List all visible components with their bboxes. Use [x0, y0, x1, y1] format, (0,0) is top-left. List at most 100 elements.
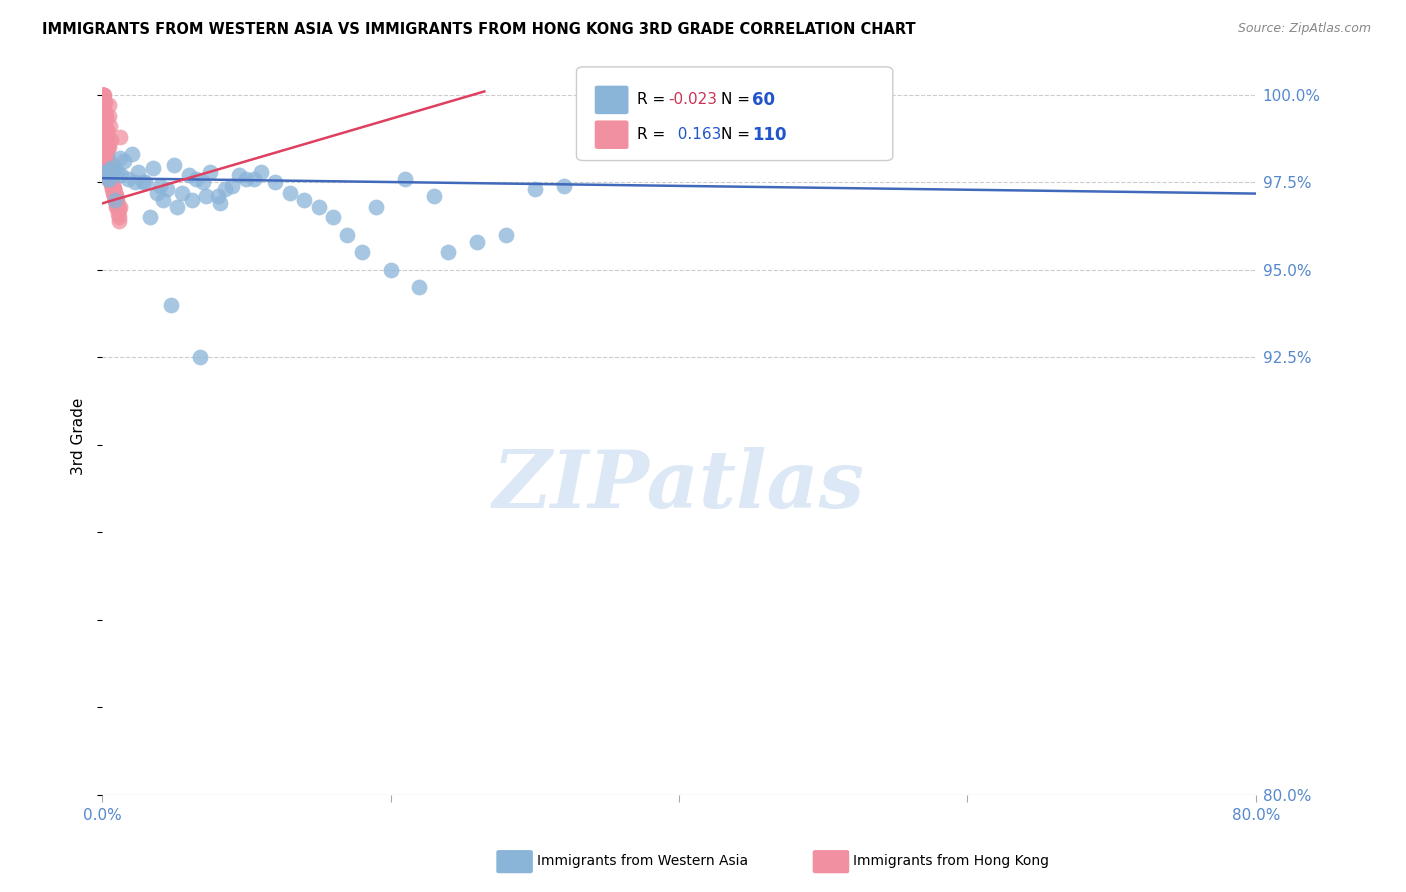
- Text: R =: R =: [637, 93, 671, 107]
- Point: [127, 165, 149, 179]
- Point: [100, 175, 122, 189]
- Point: [380, 263, 402, 277]
- Point: [98, 169, 121, 183]
- Point: [160, 298, 183, 312]
- Point: [96, 123, 118, 137]
- Text: R =: R =: [637, 128, 671, 142]
- Point: [408, 280, 430, 294]
- Point: [93, 95, 115, 109]
- Point: [124, 175, 146, 189]
- Point: [93, 109, 115, 123]
- Text: 0.163: 0.163: [668, 128, 721, 142]
- Point: [94, 123, 117, 137]
- Point: [104, 193, 127, 207]
- Point: [100, 172, 122, 186]
- Point: [97, 161, 120, 176]
- Point: [100, 175, 122, 189]
- Point: [101, 178, 124, 193]
- Point: [101, 182, 124, 196]
- Point: [366, 200, 388, 214]
- Point: [105, 196, 128, 211]
- Point: [96, 158, 118, 172]
- Point: [91, 87, 114, 102]
- Point: [104, 193, 127, 207]
- Point: [152, 193, 174, 207]
- Point: [103, 186, 125, 200]
- Text: -0.023: -0.023: [668, 93, 717, 107]
- Point: [96, 140, 118, 154]
- Point: [146, 186, 169, 200]
- Point: [104, 196, 127, 211]
- Point: [98, 161, 121, 176]
- Point: [108, 200, 131, 214]
- Point: [91, 87, 114, 102]
- Point: [107, 211, 129, 225]
- Point: [725, 87, 748, 102]
- Point: [209, 196, 232, 211]
- Point: [100, 169, 122, 183]
- Point: [100, 172, 122, 186]
- Point: [93, 98, 115, 112]
- Point: [103, 186, 125, 200]
- Point: [98, 169, 121, 183]
- Point: [101, 175, 124, 189]
- Point: [142, 161, 165, 176]
- Point: [107, 200, 129, 214]
- Point: [131, 175, 153, 189]
- Point: [101, 178, 124, 193]
- Point: [107, 207, 129, 221]
- Point: [97, 151, 120, 165]
- Point: [96, 136, 118, 151]
- Point: [235, 172, 257, 186]
- Point: [322, 211, 344, 225]
- Point: [94, 129, 117, 144]
- Point: [104, 189, 127, 203]
- Point: [91, 87, 114, 102]
- Point: [96, 123, 118, 137]
- Point: [188, 351, 211, 365]
- Point: [264, 175, 287, 189]
- Point: [107, 196, 129, 211]
- Point: [180, 193, 202, 207]
- Text: IMMIGRANTS FROM WESTERN ASIA VS IMMIGRANTS FROM HONG KONG 3RD GRADE CORRELATION : IMMIGRANTS FROM WESTERN ASIA VS IMMIGRAN…: [42, 22, 915, 37]
- Text: 60: 60: [752, 91, 775, 109]
- Text: 110: 110: [752, 126, 787, 144]
- Point: [93, 95, 115, 109]
- Point: [437, 245, 460, 260]
- Point: [94, 127, 117, 141]
- Point: [101, 182, 124, 196]
- Point: [104, 193, 127, 207]
- Point: [336, 227, 359, 242]
- Point: [101, 182, 124, 196]
- Point: [495, 227, 517, 242]
- Point: [523, 182, 546, 196]
- Point: [423, 189, 446, 203]
- Point: [166, 200, 188, 214]
- Point: [292, 193, 315, 207]
- Point: [93, 87, 115, 102]
- Point: [96, 165, 118, 179]
- Point: [139, 211, 162, 225]
- Point: [98, 161, 121, 176]
- Point: [104, 189, 127, 203]
- Point: [195, 189, 218, 203]
- Point: [98, 172, 121, 186]
- Text: Source: ZipAtlas.com: Source: ZipAtlas.com: [1237, 22, 1371, 36]
- Point: [96, 144, 118, 158]
- Point: [91, 87, 114, 102]
- Point: [163, 158, 186, 172]
- Point: [105, 189, 128, 203]
- Point: [97, 165, 120, 179]
- Point: [103, 189, 125, 203]
- Point: [100, 133, 122, 147]
- Point: [96, 129, 118, 144]
- Point: [101, 178, 124, 193]
- Point: [108, 214, 131, 228]
- Point: [96, 147, 118, 161]
- Point: [101, 178, 124, 193]
- Point: [103, 161, 125, 176]
- Point: [94, 109, 117, 123]
- Point: [100, 158, 122, 172]
- Text: N =: N =: [721, 93, 755, 107]
- Point: [105, 200, 128, 214]
